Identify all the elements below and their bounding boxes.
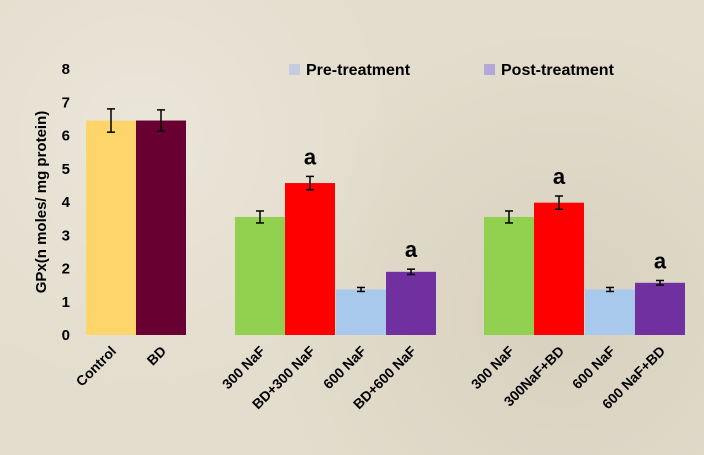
significance-label: a (654, 248, 667, 273)
error-bar (256, 210, 264, 224)
bar (235, 216, 285, 335)
y-tick-label: 8 (62, 61, 70, 78)
y-tick-label: 6 (62, 128, 70, 145)
error-bar (157, 109, 165, 132)
y-tick-label: 2 (62, 261, 70, 278)
y-tick-label: 4 (62, 194, 71, 211)
error-bar (606, 286, 614, 293)
bar (285, 183, 335, 335)
x-category-label: BD (143, 343, 169, 369)
legend-label: Pre-treatment (306, 62, 411, 79)
legend: Pre-treatment Post-treatment (289, 62, 615, 79)
x-category-label: 300 NaF (219, 342, 269, 392)
y-tick-label: 0 (62, 327, 70, 344)
error-bar (107, 108, 115, 133)
significance-label: a (405, 237, 418, 262)
significance-label: a (553, 164, 566, 189)
bar (585, 289, 635, 335)
error-bars (107, 108, 664, 293)
bar (534, 202, 584, 335)
error-bar (357, 286, 365, 293)
x-category-label: Control (73, 343, 120, 390)
significance-labels: a a a a (304, 144, 667, 273)
error-bar (656, 279, 664, 286)
y-tick-label: 5 (62, 161, 70, 178)
error-bar (407, 268, 415, 276)
y-axis-ticks: 0 1 2 3 4 5 6 7 8 (62, 61, 71, 344)
legend-swatch (484, 64, 495, 75)
y-axis-label: GPx(n moles/ mg protein) (33, 111, 50, 294)
y-tick-label: 7 (62, 94, 70, 111)
significance-label: a (304, 144, 317, 169)
y-tick-label: 1 (62, 294, 70, 311)
legend-label: Post-treatment (501, 62, 615, 79)
x-category-label: 600 NaF (320, 342, 370, 392)
legend-swatch (289, 64, 300, 75)
bar (484, 216, 534, 335)
error-bar (555, 195, 563, 211)
bar (336, 289, 386, 335)
error-bar (505, 210, 513, 224)
error-bar (306, 175, 314, 191)
y-tick-label: 3 (62, 227, 70, 244)
bar (635, 282, 685, 335)
bar (86, 120, 136, 335)
bars (86, 120, 685, 335)
bar (136, 120, 186, 335)
x-category-label: 300 NaF (468, 342, 518, 392)
bar (386, 271, 436, 335)
x-category-label: 600 NaF (569, 342, 619, 392)
